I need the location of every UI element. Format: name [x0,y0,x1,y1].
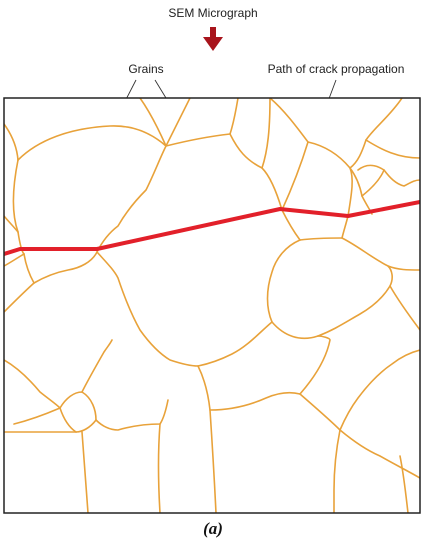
figure-title: SEM Micrograph [168,6,257,20]
micrograph-frame [3,97,421,514]
crack-path-label: Path of crack propagation [268,62,405,76]
crack-path [4,200,420,256]
figure-caption: (a) [203,519,223,538]
micrograph-panel [4,98,420,513]
grains-label: Grains [128,62,163,76]
down-arrow-icon [203,27,223,51]
grain-boundaries [4,98,420,513]
